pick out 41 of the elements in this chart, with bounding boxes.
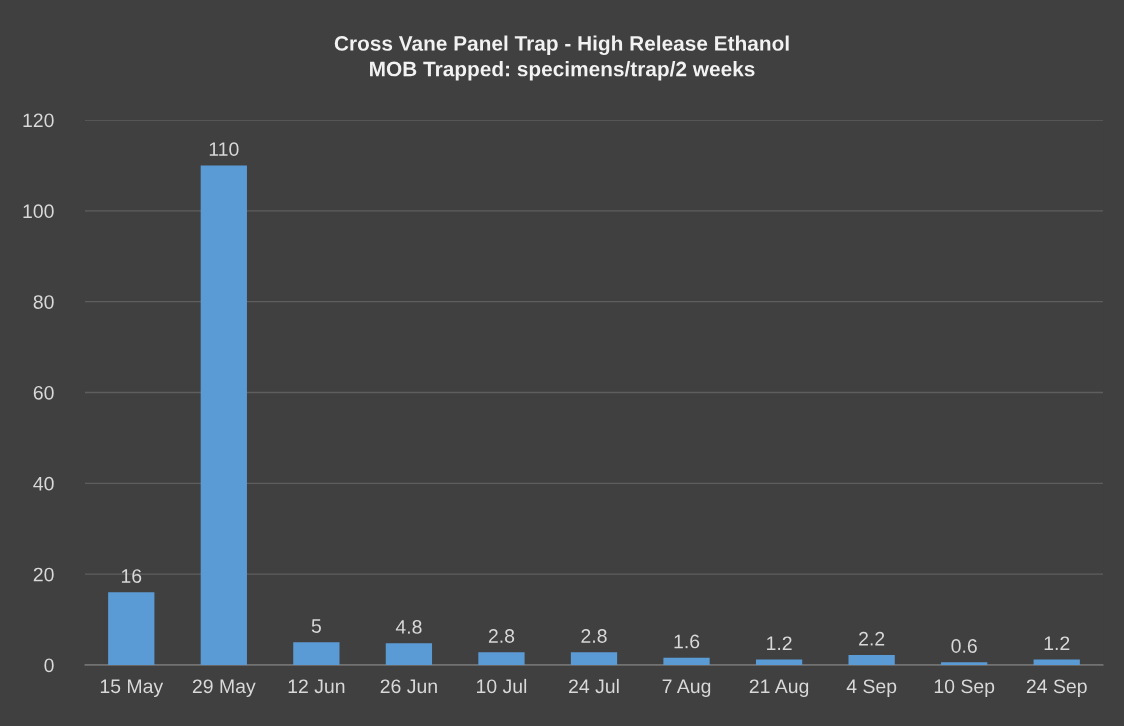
y-tick-label: 0 — [44, 658, 54, 673]
x-tick-label: 15 May — [100, 679, 164, 698]
y-tick-label: 100 — [23, 204, 54, 219]
bar — [663, 657, 710, 665]
x-tick-label: 24 Jul — [569, 678, 619, 694]
data-label: 16 — [121, 569, 142, 583]
bar — [755, 659, 803, 665]
x-tick-label: 7 Aug — [662, 679, 711, 698]
bar — [108, 592, 155, 665]
bar — [1033, 659, 1080, 665]
data-label: 1.6 — [674, 634, 700, 649]
data-label: 110 — [209, 142, 239, 157]
y-tick-label: 80 — [33, 295, 54, 309]
y-tick-label: 20 — [33, 567, 54, 582]
data-label: 2.8 — [488, 629, 515, 643]
data-label: 1.2 — [767, 636, 792, 650]
data-label: 4.8 — [395, 620, 422, 634]
bar — [385, 643, 433, 665]
x-tick-label: 24 Sep — [1026, 679, 1087, 698]
y-tick-label: 60 — [33, 385, 54, 400]
bar — [570, 652, 618, 665]
bar — [478, 652, 525, 665]
data-label: 5 — [311, 619, 321, 633]
data-label: 2.8 — [581, 629, 607, 643]
x-tick-label: 10 Jul — [477, 678, 527, 694]
x-tick-label: 21 Aug — [749, 679, 809, 698]
x-tick-label: 4 Sep — [846, 679, 897, 698]
x-tick-label: 26 Jun — [380, 679, 437, 694]
x-tick-label: 12 Jun — [288, 679, 345, 694]
data-label: 2.2 — [859, 631, 885, 646]
x-tick-label: 29 May — [192, 679, 256, 698]
x-tick-label: 10 Sep — [934, 679, 995, 698]
bar — [293, 642, 340, 665]
bar — [941, 662, 988, 665]
y-tick-label: 40 — [33, 476, 54, 491]
bar — [200, 165, 247, 665]
data-label: 1.2 — [1044, 636, 1070, 650]
bar — [848, 655, 895, 665]
data-label: 0.6 — [951, 639, 977, 653]
y-tick-label: 120 — [23, 113, 54, 128]
chart-title: Cross Vane Panel Trap - High Release Ethanol MOB Trapped: specimens/trap/2 weeks — [334, 35, 789, 81]
